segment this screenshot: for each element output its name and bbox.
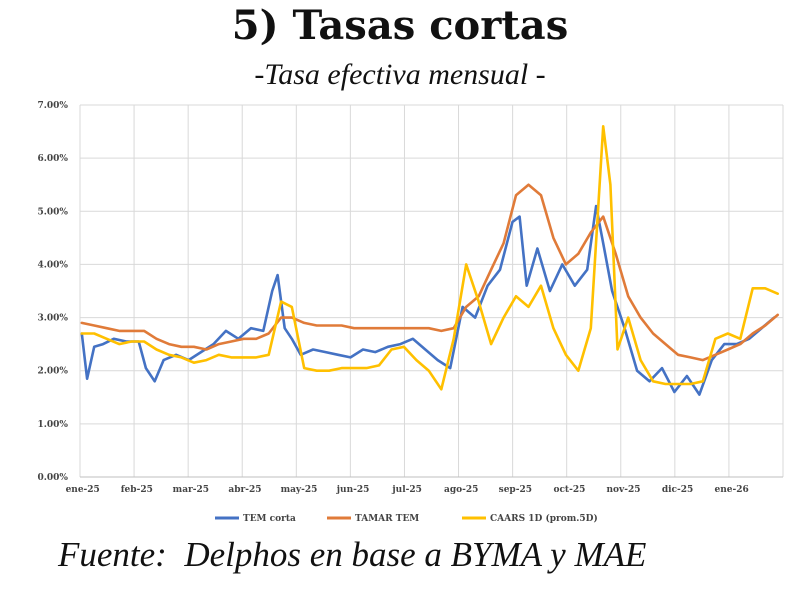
x-tick-label: jul-25: [391, 485, 421, 495]
x-tick-label: oct-25: [553, 485, 585, 495]
x-tick-label: feb-25: [121, 485, 153, 495]
legend-label: CAARS 1D (prom.5D): [490, 513, 598, 524]
y-tick-label: 5.00%: [38, 207, 69, 217]
y-tick-label: 2.00%: [38, 367, 69, 377]
y-tick-label: 4.00%: [38, 260, 69, 270]
x-tick-label: abr-25: [228, 485, 261, 495]
x-tick-label: ago-25: [444, 485, 478, 495]
chart-title: 5) Tasas cortas: [231, 2, 569, 49]
x-tick-label: nov-25: [606, 485, 640, 495]
y-tick-label: 6.00%: [38, 154, 69, 164]
chart-subtitle: -Tasa efectiva mensual -: [254, 58, 546, 91]
x-tick-label: mar-25: [173, 485, 209, 495]
legend-label: TEM corta: [243, 514, 296, 524]
series-line-3: [80, 124, 780, 391]
x-tick-label: sep-25: [499, 485, 532, 495]
y-tick-label: 1.00%: [38, 420, 69, 430]
x-tick-label: ene-26: [714, 485, 748, 495]
x-tick-label: ene-25: [66, 485, 100, 495]
y-tick-label: 7.00%: [38, 101, 69, 111]
x-tick-label: may-25: [281, 485, 318, 495]
y-tick-label: 3.00%: [38, 314, 69, 324]
series-line-2: [80, 183, 780, 362]
x-tick-label: jun-25: [336, 485, 370, 495]
legend-label: TAMAR TEM: [355, 514, 419, 524]
x-tick-label: dic-25: [662, 485, 693, 495]
y-tick-label: 0.00%: [38, 473, 69, 483]
line-chart: 0.00% 1.00% 2.00% 3.00% 4.00% 5.00% 6.00% 7.00%…: [38, 101, 784, 524]
series-line-1: [80, 204, 776, 396]
source-note: Fuente: Delphos en base a BYMA y MAE: [58, 535, 647, 574]
